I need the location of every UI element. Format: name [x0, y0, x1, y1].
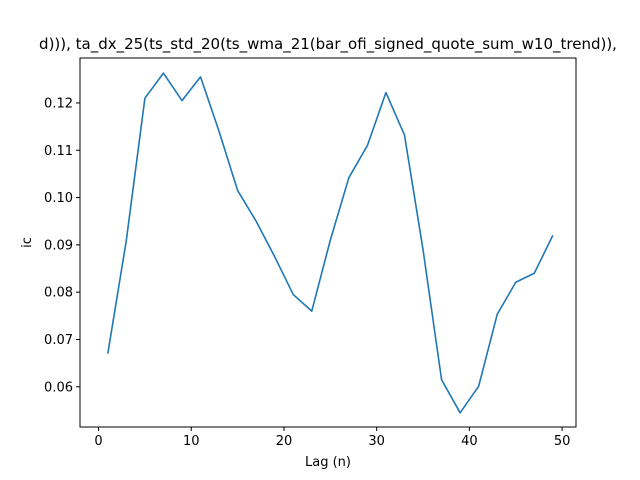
y-tick-label: 0.06 [44, 380, 73, 395]
y-tick-label: 0.07 [44, 333, 73, 348]
y-tick-label: 0.08 [44, 286, 73, 301]
series-layer [107, 72, 554, 414]
y-tick-label: 0.09 [44, 238, 73, 253]
plot-frame [79, 57, 577, 428]
y-tick-label: 0.11 [44, 144, 73, 159]
x-tick-label: 30 [368, 434, 385, 449]
y-axis-ticks: 0.06 0.07 0.08 0.09 0.10 0.11 0.12 [44, 96, 80, 395]
y-axis-label: ic [20, 237, 35, 248]
x-tick-label: 40 [461, 434, 478, 449]
y-tick-label: 0.12 [44, 96, 73, 111]
x-tick-label: 20 [276, 434, 293, 449]
x-tick-label: 0 [94, 434, 102, 449]
x-tick-label: 10 [183, 434, 200, 449]
chart-title: d))), ta_dx_25(ts_std_20(ts_wma_21(bar_o… [39, 35, 617, 54]
x-tick-label: 50 [554, 434, 571, 449]
y-tick-label: 0.10 [44, 191, 73, 206]
x-axis-ticks: 0 10 20 30 40 50 [94, 427, 570, 449]
x-axis-label: Lag (n) [305, 455, 351, 470]
series-line-0 [107, 72, 554, 414]
